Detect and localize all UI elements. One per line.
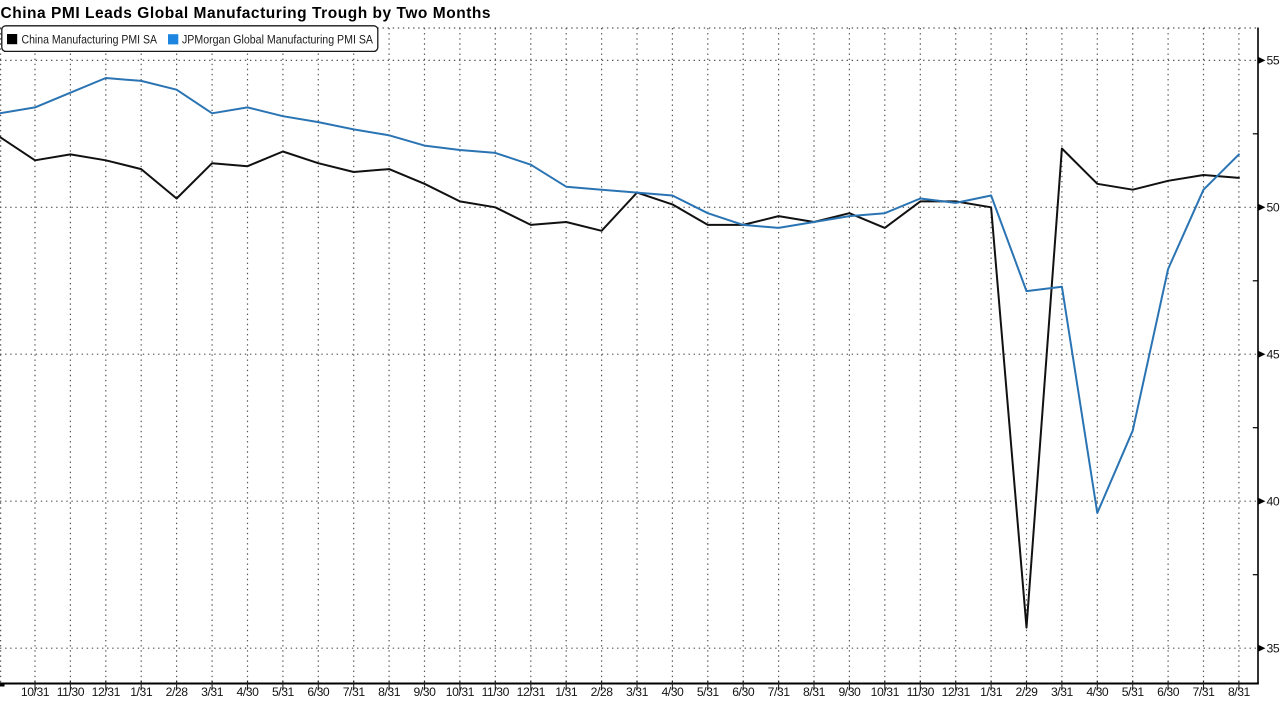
svg-text:1/31: 1/31 [130, 685, 153, 699]
svg-text:55: 55 [1267, 54, 1280, 68]
svg-text:China PMI Leads Global Manufac: China PMI Leads Global Manufacturing Tro… [1, 5, 491, 22]
svg-text:5/31: 5/31 [1122, 685, 1145, 699]
svg-text:9/30: 9/30 [838, 685, 861, 699]
svg-text:50: 50 [1267, 201, 1280, 215]
svg-text:12/31: 12/31 [942, 685, 971, 699]
svg-text:45: 45 [1267, 348, 1280, 362]
svg-text:7/31: 7/31 [343, 685, 366, 699]
svg-text:8/31: 8/31 [378, 685, 401, 699]
svg-text:6/30: 6/30 [732, 685, 755, 699]
svg-text:40: 40 [1267, 495, 1280, 509]
svg-text:12/31: 12/31 [92, 685, 121, 699]
svg-text:8/31: 8/31 [1228, 685, 1251, 699]
svg-text:7/31: 7/31 [1193, 685, 1216, 699]
svg-text:11/30: 11/30 [907, 685, 935, 699]
svg-text:9/30: 9/30 [414, 685, 437, 699]
svg-text:3/31: 3/31 [1051, 685, 1074, 699]
svg-text:8/31: 8/31 [803, 685, 826, 699]
svg-text:2/29: 2/29 [1016, 685, 1039, 699]
svg-text:11/30: 11/30 [57, 685, 85, 699]
svg-text:4/30: 4/30 [237, 685, 260, 699]
svg-text:3/31: 3/31 [201, 685, 224, 699]
svg-text:10/31: 10/31 [446, 685, 475, 699]
svg-text:1/31: 1/31 [980, 685, 1003, 699]
svg-text:5/31: 5/31 [697, 685, 720, 699]
svg-text:10/31: 10/31 [871, 685, 900, 699]
svg-text:10/31: 10/31 [21, 685, 50, 699]
svg-text:1/31: 1/31 [555, 685, 578, 699]
svg-text:6/30: 6/30 [1157, 685, 1180, 699]
svg-text:JPMorgan Global Manufacturing: JPMorgan Global Manufacturing PMI SA [182, 33, 374, 47]
svg-text:2/28: 2/28 [591, 685, 614, 699]
svg-text:2/28: 2/28 [166, 685, 189, 699]
svg-text:4/30: 4/30 [661, 685, 684, 699]
svg-text:6/30: 6/30 [307, 685, 330, 699]
svg-text:5/31: 5/31 [272, 685, 295, 699]
svg-text:7/31: 7/31 [768, 685, 791, 699]
svg-text:China Manufacturing PMI SA: China Manufacturing PMI SA [22, 33, 158, 47]
svg-text:4/30: 4/30 [1086, 685, 1109, 699]
svg-text:12/31: 12/31 [517, 685, 546, 699]
svg-text:35: 35 [1267, 642, 1280, 656]
svg-text:3/31: 3/31 [626, 685, 649, 699]
svg-text:11/30: 11/30 [482, 685, 510, 699]
